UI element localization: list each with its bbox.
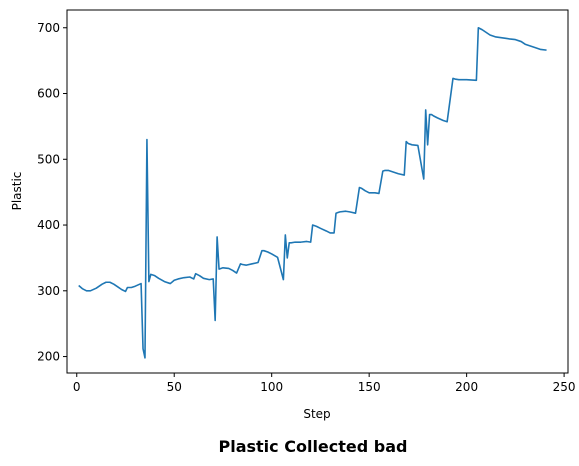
chart-title: Plastic Collected bad — [219, 437, 408, 456]
y-tick-label: 200 — [37, 350, 60, 364]
x-axis: 0 50 100 150 200 250 — [73, 373, 576, 394]
y-axis-label: Plastic — [10, 172, 24, 211]
y-tick-label: 400 — [37, 218, 60, 232]
y-tick-label: 500 — [37, 152, 60, 166]
series-line — [78, 26, 547, 359]
x-tick-label: 50 — [167, 380, 182, 394]
y-tick-label: 300 — [37, 284, 60, 298]
y-tick-label: 700 — [37, 21, 60, 35]
x-tick-label: 200 — [455, 380, 478, 394]
plot-frame — [66, 9, 569, 374]
x-axis-label: Step — [303, 407, 330, 421]
x-tick-label: 250 — [553, 380, 576, 394]
y-tick-label: 600 — [37, 87, 60, 101]
x-tick-label: 150 — [358, 380, 381, 394]
x-tick-label: 0 — [73, 380, 81, 394]
series-layer — [78, 26, 547, 359]
y-axis: 200 300 400 500 600 700 — [37, 21, 67, 364]
x-tick-label: 100 — [260, 380, 283, 394]
